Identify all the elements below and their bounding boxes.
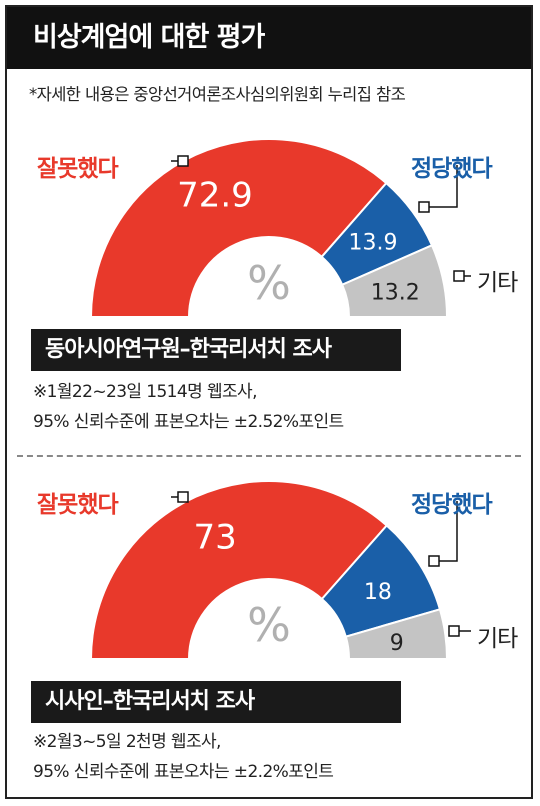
footnote-line: ※1월22~23일 1514명 웹조사,	[33, 382, 257, 402]
good-leader	[424, 165, 458, 208]
value-label: 13.2	[371, 280, 420, 305]
good-marker	[428, 555, 440, 567]
slice-other	[340, 243, 449, 318]
slice-other	[344, 608, 449, 660]
poll-panel-2: 73 18 9% 잘못했다 정당했다 기타 시사인–한국리서치 조사 ※2월3~5일…	[7, 473, 531, 793]
section-divider	[17, 455, 521, 457]
slice-bad	[89, 480, 389, 660]
value-label: 72.9	[177, 176, 253, 216]
other-marker	[448, 625, 460, 637]
other-marker	[453, 270, 465, 282]
percent-symbol: %	[247, 598, 291, 652]
footnote: ※1월22~23일 1514명 웹조사, 95% 신뢰수준에 표본오차는 ±2.…	[33, 377, 344, 437]
source-bar: 동아시아연구원–한국리서치 조사	[31, 329, 401, 371]
value-label: 18	[364, 580, 392, 605]
infographic-frame: 비상계엄에 대한 평가 *자세한 내용은 중앙선거여론조사심의위원회 누리집 참…	[5, 5, 533, 799]
value-label: 9	[390, 631, 404, 656]
label-good: 정당했다	[411, 492, 493, 518]
slice-bad	[89, 138, 388, 318]
label-good: 정당했다	[411, 156, 493, 182]
half-donut-chart-2: 73 18 9%	[89, 480, 471, 660]
reference-note: *자세한 내용은 중앙선거여론조사심의위원회 누리집 참조	[29, 85, 406, 104]
bad-marker	[177, 491, 189, 503]
label-other: 기타	[477, 270, 518, 296]
source-bar: 시사인–한국리서치 조사	[31, 681, 401, 723]
footnote-line: 95% 신뢰수준에 표본오차는 ±2.52%포인트	[33, 412, 344, 432]
label-bad: 잘못했다	[37, 492, 119, 518]
good-marker	[418, 201, 430, 213]
good-leader	[434, 501, 458, 562]
label-bad: 잘못했다	[37, 156, 119, 182]
footnote: ※2월3~5일 2천명 웹조사, 95% 신뢰수준에 표본오차는 ±2.2%포인…	[33, 727, 334, 787]
half-donut-chart-1: 72.9 13.9 13.2%	[89, 138, 471, 318]
label-other: 기타	[477, 626, 518, 652]
poll-panel-1: 72.9 13.9 13.2% 잘못했다 정당했다 기타 동아시아연구원–한국리서치…	[7, 137, 531, 447]
percent-symbol: %	[247, 256, 291, 310]
value-label: 73	[193, 518, 236, 558]
bad-marker	[177, 155, 189, 167]
footnote-line: 95% 신뢰수준에 표본오차는 ±2.2%포인트	[33, 762, 334, 782]
footnote-line: ※2월3~5일 2천명 웹조사,	[33, 732, 221, 752]
value-label: 13.9	[349, 231, 398, 256]
page-title: 비상계엄에 대한 평가	[7, 7, 531, 69]
